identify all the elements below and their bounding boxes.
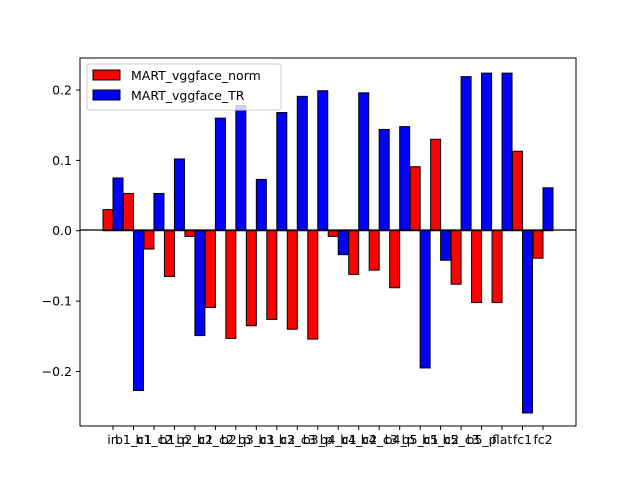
- x-tick-label: b5_p: [467, 432, 497, 447]
- y-axis: −0.2 −0.1 0.0 0.1 0.2: [42, 83, 80, 379]
- bars-layer: [102, 72, 554, 414]
- x-tick-label: b5_c2: [422, 432, 459, 447]
- x-tick-label: in: [107, 432, 118, 447]
- bar-tr-b2_p: [235, 105, 247, 232]
- bar-tr-flat: [501, 72, 513, 232]
- bar-norm-b5_p: [471, 230, 483, 304]
- x-tick-label: b2_p: [221, 432, 251, 447]
- x-tick-label: fc1: [513, 432, 532, 447]
- bar-tr-b5_c2: [440, 230, 452, 261]
- x-tick-label: b2_c1: [176, 432, 213, 447]
- bar-norm-fc1: [512, 150, 524, 232]
- bar-tr-b1_c1: [132, 230, 144, 391]
- bar-tr-b1_p: [173, 158, 185, 232]
- legend-swatch: [92, 69, 121, 81]
- x-tick-label: b1_p: [159, 432, 189, 447]
- legend-label: MART_vggface_TR: [131, 88, 245, 103]
- bar-tr-b3_c3: [296, 95, 308, 232]
- bar-norm-b2_c2: [204, 230, 216, 308]
- bar-norm-b1_p: [163, 230, 175, 277]
- x-tick-label: b4_c3: [361, 432, 398, 447]
- bar-tr-b2_c2: [214, 117, 226, 232]
- bar-tr-b4_p: [399, 126, 411, 232]
- bar-norm-b2_c1: [184, 230, 196, 237]
- y-tick-label: 0.1: [52, 153, 72, 168]
- y-tick-label: 0.0: [52, 223, 72, 238]
- bar-tr-in: [112, 177, 124, 232]
- legend-swatch: [92, 89, 121, 101]
- x-tick-label: b3_c3: [279, 432, 316, 447]
- legend-box: [86, 63, 282, 111]
- bar-norm-b3_c3: [286, 230, 298, 330]
- x-tick-label: b3_c1: [238, 432, 275, 447]
- x-tick-label: b5_c1: [402, 432, 439, 447]
- x-tick-label: b3_c2: [258, 432, 295, 447]
- bar-tr-b1_c2: [153, 192, 165, 232]
- bar-norm-b4_c1: [327, 230, 339, 237]
- plot-frame: [79, 57, 577, 427]
- bar-norm-b5_c3: [450, 230, 462, 285]
- bar-tr-b5_p: [481, 72, 493, 232]
- bar-tr-b2_c1: [194, 230, 206, 337]
- bar-tr-b5_c3: [460, 76, 472, 232]
- bar-norm-b5_c2: [430, 138, 442, 232]
- bar-tr-b3_c1: [255, 178, 267, 232]
- bar-norm-b3_p: [307, 230, 319, 340]
- bar-norm-b2_p: [225, 230, 237, 339]
- bar-norm-flat: [491, 230, 503, 304]
- bar-tr-fc1: [522, 230, 534, 414]
- bar-tr-b3_p: [317, 90, 329, 232]
- x-tick-label: b1_c2: [135, 432, 172, 447]
- bar-norm-in: [102, 209, 114, 232]
- y-tick-label: −0.2: [42, 364, 72, 379]
- x-tick-label: b1_c1: [115, 432, 152, 447]
- x-tick-label: b3_p: [303, 432, 333, 447]
- legend: MART_vggface_norm MART_vggface_TR: [86, 63, 282, 111]
- bar-tr-b4_c1: [337, 230, 349, 256]
- x-tick-label: b4_p: [385, 432, 415, 447]
- x-tick-label: fc2: [533, 432, 552, 447]
- bar-norm-b4_p: [389, 230, 401, 289]
- x-tick-label: b4_c1: [320, 432, 357, 447]
- bar-norm-b3_c1: [245, 230, 257, 327]
- bar-tr-b4_c3: [378, 128, 390, 232]
- bar-tr-b5_c1: [419, 230, 431, 369]
- bar-norm-b3_c2: [266, 230, 278, 320]
- bar-norm-b1_c2: [143, 230, 155, 250]
- y-tick-label: 0.2: [52, 83, 72, 98]
- bar-tr-fc2: [542, 187, 554, 232]
- x-axis: inb1_c1b1_c2b1_pb2_c1b2_c2b2_pb3_c1b3_c2…: [107, 426, 553, 447]
- bar-norm-b4_c3: [368, 230, 380, 271]
- bar-norm-b5_c1: [409, 166, 421, 232]
- x-tick-label: b5_c3: [443, 432, 480, 447]
- x-tick-label: flat: [492, 432, 513, 447]
- bar-norm-fc2: [532, 230, 544, 259]
- bar-norm-b1_c1: [122, 192, 134, 232]
- bar-norm-b4_c2: [348, 230, 360, 275]
- bar-tr-b4_c2: [358, 92, 370, 232]
- y-tick-label: −0.1: [42, 294, 72, 309]
- legend-label: MART_vggface_norm: [131, 68, 261, 83]
- bar-tr-b3_c2: [276, 112, 288, 232]
- x-tick-label: b2_c2: [197, 432, 234, 447]
- x-tick-label: b4_c2: [340, 432, 377, 447]
